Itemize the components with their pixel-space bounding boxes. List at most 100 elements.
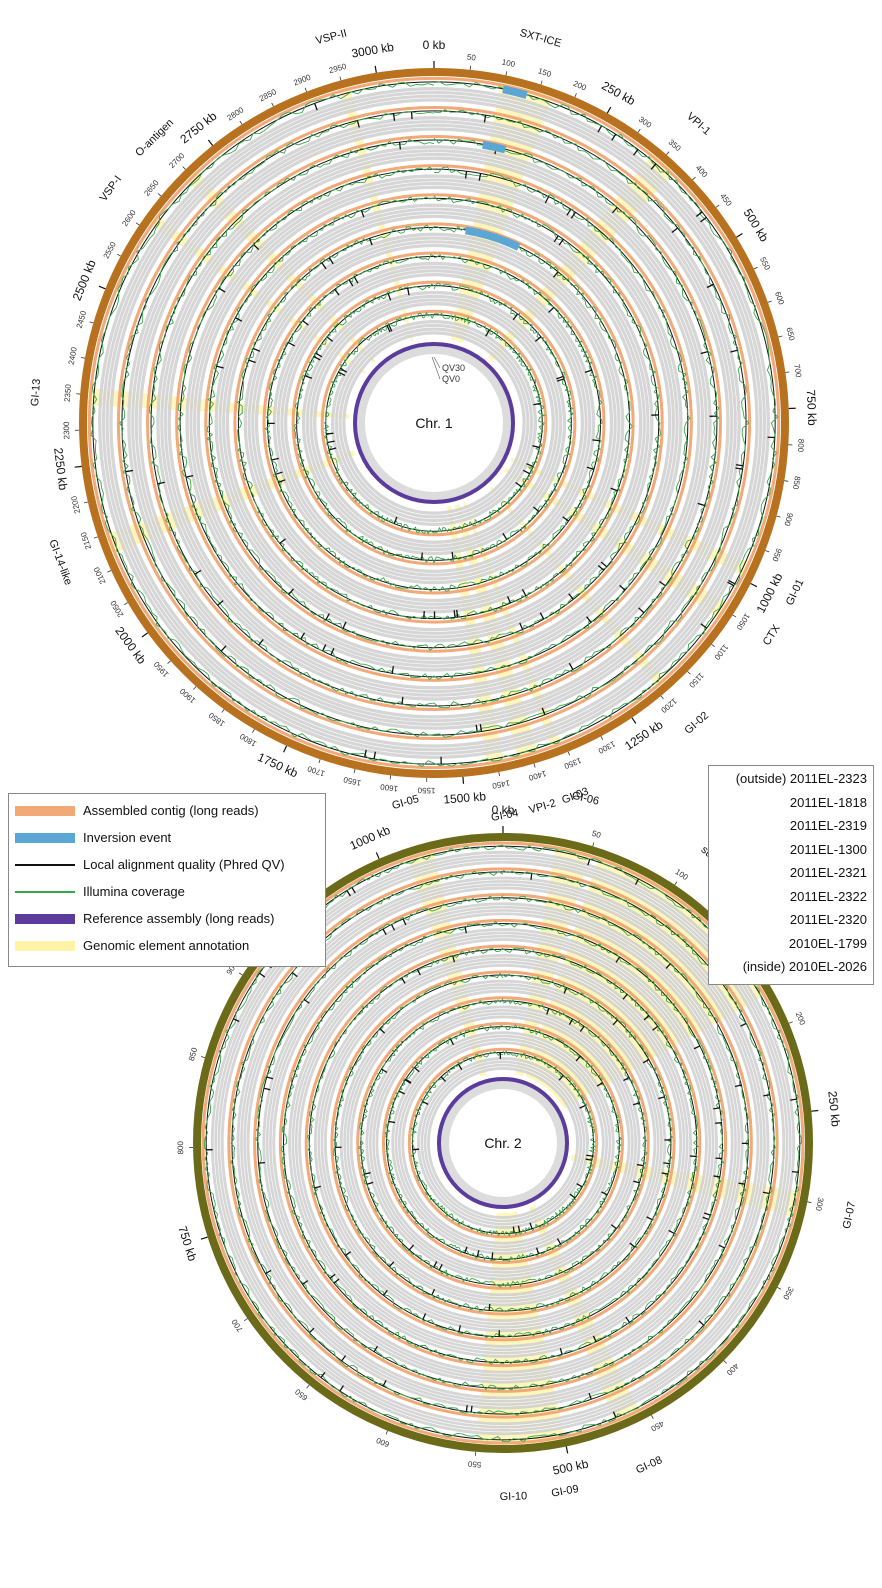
chr2-major-tick (200, 1236, 208, 1240)
legend-swatch-contig (15, 806, 75, 816)
chr1-sample-ring (146, 135, 722, 711)
chr1-minor-tick-label: 2450 (75, 309, 89, 329)
sample-label: 2011EL-2322 (789, 888, 867, 904)
chr2-qv-dip (646, 1216, 653, 1221)
chr1-qv-dip (728, 579, 736, 585)
chr1-minor-tick (600, 736, 604, 741)
chr2-qv-dip (629, 1242, 636, 1248)
chr2-qv-dip (258, 1161, 266, 1164)
chr1-qv-dip (328, 447, 337, 451)
chr1-qv-dip (597, 125, 603, 133)
chr1-guide-circle (217, 206, 651, 640)
chr2-minor-tick (243, 1318, 248, 1322)
chr1-guide-circle (196, 185, 672, 661)
chr1-sample-ring (262, 251, 606, 595)
chr2-guide-circle (265, 905, 741, 1381)
chr1-qv-dip (558, 238, 564, 246)
legend-item-inversion: Inversion event (15, 829, 319, 847)
chr1-minor-tick-label: 2200 (69, 495, 82, 515)
chr1-sample-ring (87, 76, 781, 770)
chr2-coverage-line (230, 869, 776, 1416)
chr2-qv-dip (596, 1082, 603, 1087)
chr1-qv-dip (328, 257, 334, 265)
chr1-qv-dip (735, 464, 744, 467)
sample-label: (inside) 2010EL-2026 (742, 959, 867, 974)
chr1-qv-dip (388, 324, 393, 332)
chr1-major-tick-label: 3000 kb (350, 40, 395, 61)
chr1-coverage-line (264, 253, 603, 593)
chr2-qv-dip (265, 1269, 272, 1275)
chr2-sample-ring (330, 970, 676, 1316)
chr2-qv-dip (457, 1063, 463, 1070)
chr2-qv-dip (715, 1122, 722, 1124)
chr1-qv-dip (638, 607, 645, 614)
chr1-qv-dip (314, 103, 318, 111)
chr1-guide-circle (276, 265, 592, 581)
chr2-minor-tick-label: 400 (724, 1361, 740, 1377)
chr1-qv-dip (700, 216, 707, 223)
chr2-alignment-line (386, 1026, 620, 1260)
chr1-major-tick-label: 2750 kb (177, 109, 219, 147)
chr1-minor-tick-label: 2550 (102, 240, 119, 260)
chr1-qv-dip (515, 481, 522, 488)
chr1-qv-dip (557, 378, 565, 382)
chr1-guide-circle (105, 94, 763, 752)
sample-label: 2011EL-1300 (789, 841, 867, 857)
sample-label: 2011EL-2319 (789, 818, 867, 833)
chr2-minor-tick-label: 550 (467, 1459, 482, 1469)
chr1-element-label: VSP-I (98, 174, 125, 204)
chr1-guide-circle (337, 326, 531, 520)
chr1-qv-dip (218, 287, 226, 293)
chr1-qv-dip (275, 471, 283, 475)
chr1-minor-tick-label: 200 (572, 79, 588, 93)
chr2-element-label: GI-08 (634, 1454, 664, 1476)
chr2-guide-circle (400, 1040, 606, 1246)
chr2-guide-circle (242, 882, 764, 1404)
chr1-qv-dip (586, 466, 595, 470)
chr1-major-tick-label: 750 kb (804, 389, 819, 426)
chr2-qv-dip (791, 1171, 799, 1173)
legend-item-reference: Reference assembly (long reads) (15, 910, 319, 928)
chr1-qv-dip (315, 352, 323, 358)
chr1-qv-dip (521, 589, 527, 597)
chr2-contig-ring (304, 944, 702, 1342)
chr2-qv-dip (652, 1025, 659, 1031)
chr2-qv-dip (346, 890, 351, 897)
chr1-minor-tick-label: 550 (758, 256, 772, 272)
chr2-minor-tick (723, 1360, 727, 1364)
chr1-qv-dip (453, 610, 456, 618)
chr1-minor-tick (498, 771, 500, 777)
chr1-qv-dip (387, 293, 392, 301)
chr1-qv-dip (185, 474, 194, 478)
chr2-sample-ring (304, 944, 702, 1342)
chr1-minor-tick (135, 222, 140, 226)
chr1-minor-tick (353, 769, 356, 774)
chr2-qv-dip (623, 1076, 630, 1082)
chr2-qv-dip (344, 1251, 351, 1257)
chr2-minor-tick-label: 50 (591, 829, 603, 840)
chr1-major-tick (631, 717, 637, 724)
sample-label: 2010EL-1799 (788, 935, 867, 951)
chr2-guide-circle (397, 1037, 609, 1249)
chr2-minor-tick (385, 1430, 388, 1435)
chr2-qv-dip (643, 1015, 650, 1021)
chr1-qv-dip (321, 644, 327, 652)
chr1-alignment-line (150, 139, 718, 707)
chr1-minor-tick (778, 335, 783, 338)
chr2-major-tick-label: 500 kb (552, 1457, 590, 1478)
chr2-qv-dip (535, 1247, 540, 1255)
chr1-qv-dip (364, 749, 367, 758)
chr2-guide-circle (394, 1034, 612, 1252)
chr1-qv-dip (502, 533, 508, 540)
chr2-coverage-line (306, 947, 699, 1339)
chr1-qv-dip (287, 341, 295, 347)
chr2-minor-tick-label: 600 (375, 1435, 391, 1449)
chr1-contig-ring (116, 105, 752, 741)
chr1-guide-circle (279, 268, 589, 578)
chr1-qv-dip (541, 707, 546, 715)
chr1-guide-circle (159, 148, 709, 698)
chr1-minor-tick (715, 204, 720, 208)
chr1-guide-circle (254, 243, 614, 603)
chr1-minor-tick-label: 1700 (306, 764, 326, 778)
